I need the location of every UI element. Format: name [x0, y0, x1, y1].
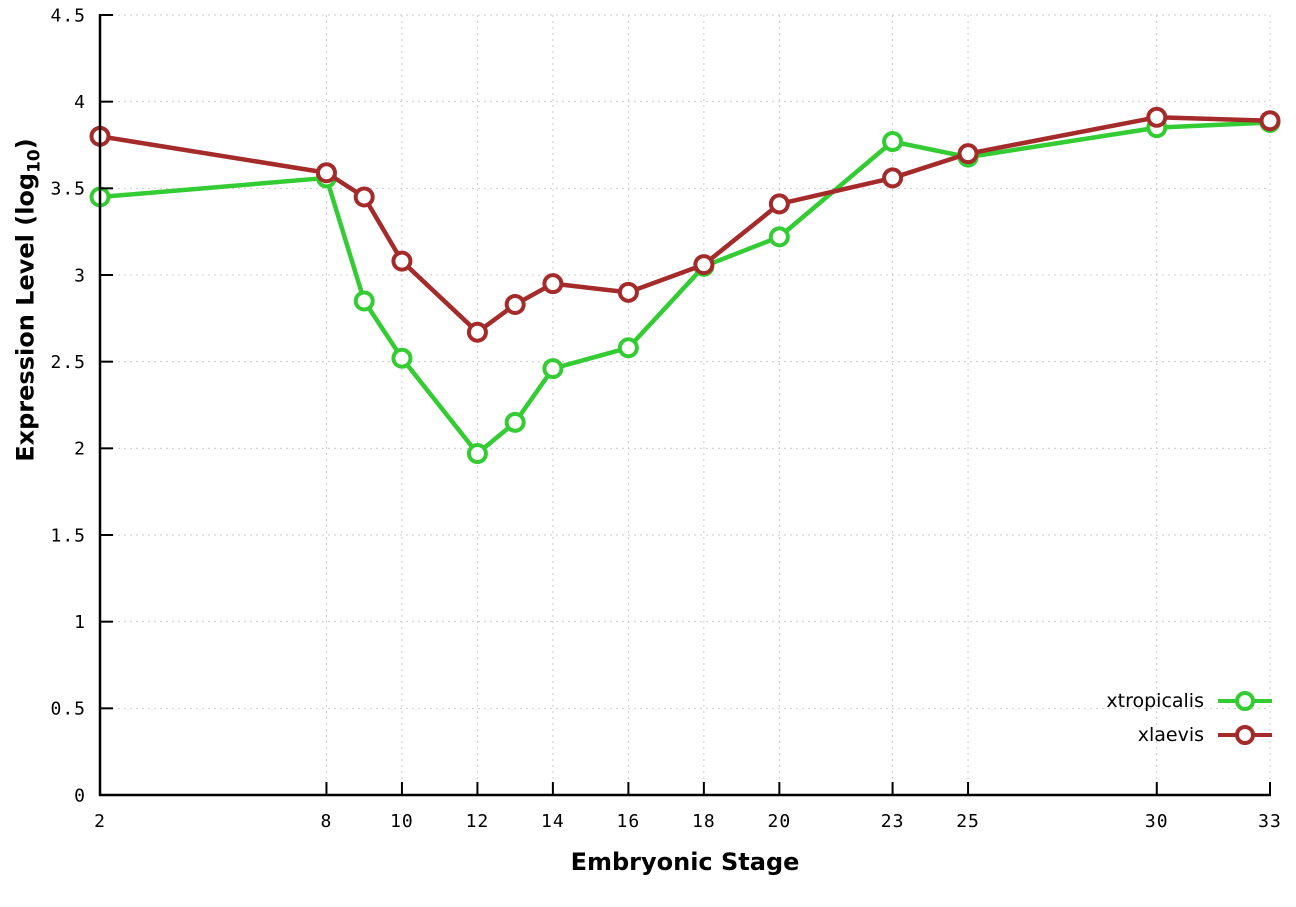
legend-item-xlaevis: xlaevis	[1106, 720, 1274, 750]
legend-item-xtropicalis: xtropicalis	[1106, 686, 1274, 716]
y-axis-label-subscript: 10	[24, 149, 45, 173]
y-tick-label: 3.5	[50, 179, 86, 200]
data-point-xlaevis	[1259, 110, 1281, 132]
data-point-xlaevis	[542, 273, 564, 295]
data-point-xlaevis	[315, 162, 337, 184]
data-point-xlaevis	[617, 281, 639, 303]
x-tick-label: 33	[1258, 811, 1282, 832]
x-tick-label: 16	[617, 811, 641, 832]
data-point-xtropicalis	[466, 443, 488, 465]
y-tick-label: 1	[74, 612, 86, 633]
x-tick-label: 20	[768, 811, 792, 832]
x-tick-label: 2	[94, 811, 106, 832]
data-point-xtropicalis	[391, 347, 413, 369]
x-tick-label: 23	[881, 811, 905, 832]
data-point-xlaevis	[1146, 106, 1168, 128]
y-tick-label: 0	[74, 785, 86, 806]
data-point-xlaevis	[353, 186, 375, 208]
data-point-xlaevis	[466, 321, 488, 343]
y-tick-label: 3	[74, 265, 86, 286]
data-point-xtropicalis	[542, 358, 564, 380]
x-tick-label: 8	[321, 811, 333, 832]
y-tick-label: 2	[74, 439, 86, 460]
y-tick-label: 4.5	[50, 5, 86, 26]
x-tick-label: 25	[956, 811, 980, 832]
x-tick-label: 14	[541, 811, 565, 832]
data-point-xtropicalis	[768, 226, 790, 248]
legend-line-marker-icon	[1218, 725, 1272, 745]
legend-label-xtropicalis: xtropicalis	[1106, 690, 1204, 712]
series-line-xtropicalis	[97, 120, 1273, 456]
data-point-xlaevis	[768, 193, 790, 215]
y-tick-label: 2.5	[50, 352, 86, 373]
x-tick-label: 30	[1145, 811, 1169, 832]
legend-line-marker-icon	[1218, 691, 1272, 711]
data-point-xtropicalis	[353, 290, 375, 312]
x-tick-label: 10	[390, 811, 414, 832]
x-tick-label: 12	[466, 811, 490, 832]
data-point-xlaevis	[693, 254, 715, 276]
y-axis-label-prefix: Expression Level (log	[11, 172, 40, 462]
data-point-xlaevis	[882, 167, 904, 189]
x-tick-label: 18	[692, 811, 716, 832]
legend: xtropicalis xlaevis	[1106, 686, 1274, 750]
data-point-xlaevis	[391, 250, 413, 272]
data-point-xtropicalis	[882, 131, 904, 153]
x-axis-label: Embryonic Stage	[570, 848, 800, 876]
data-point-xtropicalis	[617, 337, 639, 359]
y-tick-label: 4	[74, 92, 86, 113]
series-line-xlaevis	[97, 115, 1273, 335]
data-point-xlaevis	[957, 143, 979, 165]
data-point-xtropicalis	[504, 411, 526, 433]
data-point-xlaevis	[504, 293, 526, 315]
y-axis-label: Expression Level (log10)	[12, 138, 45, 461]
y-tick-label: 1.5	[50, 525, 86, 546]
y-tick-label: 0.5	[50, 699, 86, 720]
legend-label-xlaevis: xlaevis	[1137, 724, 1204, 746]
y-axis-label-suffix: )	[11, 138, 40, 150]
